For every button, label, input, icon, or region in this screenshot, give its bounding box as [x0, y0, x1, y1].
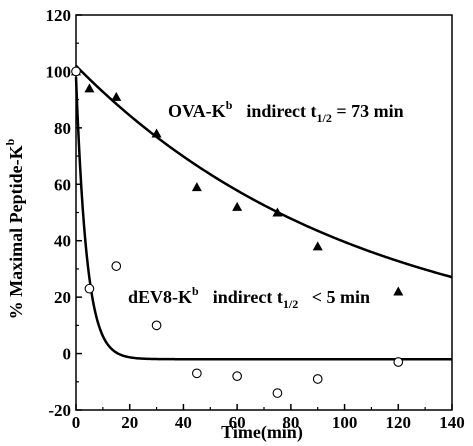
data-point-triangle [191, 182, 202, 192]
annotation-dev8-value: < 5 min [298, 287, 370, 307]
data-point-triangle [84, 83, 95, 93]
annotation-dev8-name: dEV8-K [128, 287, 192, 307]
data-point-circle [84, 283, 95, 294]
annotation-ova-name: OVA-K [168, 101, 226, 121]
y-axis-title: % Maximal Peptide-Kb [3, 138, 26, 319]
data-point-circle [192, 368, 202, 379]
x-tick-label: 40 [175, 413, 192, 432]
y-tick-labels: -20 0 20 40 60 80 100 120 [46, 6, 72, 420]
data-point-triangle [111, 91, 122, 101]
annotation-dev8-sub: 1/2 [283, 297, 298, 311]
x-axis-title: Time(min) [221, 422, 303, 443]
data-point-triangle [151, 128, 162, 138]
x-tick-label: 120 [386, 413, 412, 432]
data-point-circle [71, 66, 81, 77]
x-tick-label: 0 [72, 413, 81, 432]
fit-curves [74, 64, 453, 361]
annotation-dev8: dEV8-Kb indirect t1/2 < 5 min [128, 284, 370, 311]
y-tick-label: -20 [48, 401, 71, 420]
data-point-triangle [232, 201, 243, 211]
data-points [71, 66, 404, 398]
axes [75, 14, 453, 411]
data-point-circle [232, 371, 242, 381]
x-tick-label: 100 [332, 413, 358, 432]
fit-curve-1 [74, 77, 452, 361]
annotation-ova-sub: 1/2 [317, 111, 332, 125]
x-tick-label: 80 [282, 413, 299, 432]
y-tick-label: 0 [63, 345, 72, 364]
annotation-dev8-text: indirect t [213, 287, 283, 307]
data-point-circle [272, 388, 283, 398]
data-point-circle [151, 320, 162, 331]
data-point-circle [111, 261, 122, 271]
data-point-triangle [272, 207, 283, 217]
y-axis-title-main: % Maximal Peptide-K [6, 145, 26, 319]
data-point-triangle [312, 241, 323, 251]
y-tick-label: 20 [54, 288, 71, 307]
y-tick-label: 60 [54, 175, 71, 194]
x-tick-label: 60 [229, 413, 246, 432]
plot-frame [75, 14, 453, 411]
x-tick-label: 140 [439, 413, 465, 432]
y-tick-label: 100 [46, 62, 72, 81]
annotation-ova: OVA-Kb indirect t1/2 = 73 min [168, 98, 404, 125]
y-tick-label: 40 [54, 232, 71, 251]
y-tick-label: 80 [54, 119, 71, 138]
x-tick-labels: 0 20 40 60 80 100 120 140 [72, 413, 465, 432]
data-point-circle [393, 357, 404, 367]
data-point-circle [312, 374, 323, 384]
data-point-triangle [393, 286, 404, 296]
y-tick-label: 120 [46, 6, 72, 25]
x-tick-label: 20 [121, 413, 138, 432]
y-axis-title-sup: b [3, 138, 17, 145]
annotation-ova-sup: b [226, 98, 233, 112]
annotation-ova-text: indirect t [246, 101, 316, 121]
fit-curve-0 [75, 64, 453, 279]
annotation-dev8-sup: b [192, 284, 199, 298]
annotation-ova-value: = 73 min [332, 101, 404, 121]
tick-marks [75, 14, 453, 411]
